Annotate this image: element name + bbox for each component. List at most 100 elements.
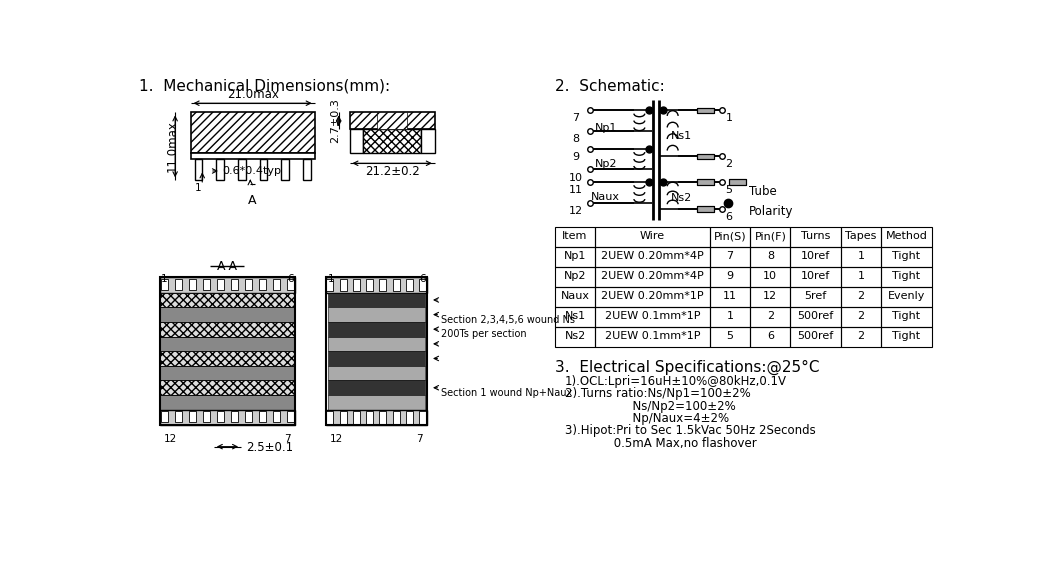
Text: 1.  Mechanical Dimensions(mm):: 1. Mechanical Dimensions(mm): xyxy=(139,79,390,94)
Text: 1: 1 xyxy=(194,183,201,193)
Bar xyxy=(841,287,881,307)
Bar xyxy=(160,395,296,410)
Bar xyxy=(696,206,713,212)
Text: 10ref: 10ref xyxy=(801,251,830,261)
Bar xyxy=(554,287,595,307)
Text: 1: 1 xyxy=(858,271,865,281)
Text: Item: Item xyxy=(563,231,587,241)
Bar xyxy=(595,247,710,267)
Bar xyxy=(392,411,400,424)
Text: 2: 2 xyxy=(858,311,865,321)
Text: Ns1: Ns1 xyxy=(671,131,692,141)
Text: Evenly: Evenly xyxy=(887,291,925,301)
Text: Tight: Tight xyxy=(893,331,920,341)
Text: 6: 6 xyxy=(766,331,774,341)
Bar xyxy=(326,277,427,293)
Text: Polarity: Polarity xyxy=(748,205,793,218)
Bar xyxy=(595,327,710,347)
Bar xyxy=(696,154,713,159)
Bar xyxy=(881,327,932,347)
Bar xyxy=(366,411,373,424)
Text: 10: 10 xyxy=(763,271,777,281)
Bar xyxy=(841,247,881,267)
Bar xyxy=(191,112,315,153)
Bar xyxy=(175,279,182,289)
Text: Ns1: Ns1 xyxy=(565,311,585,321)
Text: 2: 2 xyxy=(858,331,865,341)
Bar xyxy=(750,227,791,247)
Text: Np1: Np1 xyxy=(564,251,586,261)
Text: Section 1 wound Np+Naux: Section 1 wound Np+Naux xyxy=(441,388,572,398)
Text: 1: 1 xyxy=(725,113,732,123)
Bar xyxy=(420,279,426,291)
Text: 12: 12 xyxy=(163,434,177,444)
Bar xyxy=(841,307,881,327)
Text: 8: 8 xyxy=(766,251,774,261)
Text: 500ref: 500ref xyxy=(797,311,834,321)
Text: 2UEW 0.1mm*1P: 2UEW 0.1mm*1P xyxy=(605,331,701,341)
Bar xyxy=(160,307,296,322)
Bar xyxy=(328,395,425,410)
Bar xyxy=(729,180,746,185)
Bar xyxy=(710,287,750,307)
Bar xyxy=(364,129,421,153)
Text: 1: 1 xyxy=(328,274,334,284)
Bar xyxy=(328,366,425,380)
Bar xyxy=(710,307,750,327)
Bar xyxy=(160,380,296,395)
Bar xyxy=(710,227,750,247)
Bar xyxy=(841,267,881,287)
Bar xyxy=(791,327,841,347)
Text: 1: 1 xyxy=(858,251,865,261)
Bar xyxy=(202,279,210,289)
Bar xyxy=(881,287,932,307)
Text: Naux: Naux xyxy=(591,192,620,202)
Text: Section 2,3,4,5,6 wound Ns: Section 2,3,4,5,6 wound Ns xyxy=(441,315,575,324)
Bar xyxy=(259,279,266,289)
Text: Tight: Tight xyxy=(893,311,920,321)
Text: 12: 12 xyxy=(569,206,583,216)
Bar xyxy=(217,411,224,422)
Text: Pin(F): Pin(F) xyxy=(755,231,787,241)
Bar xyxy=(554,307,595,327)
Bar xyxy=(350,112,435,129)
Bar xyxy=(160,322,296,337)
Bar xyxy=(881,247,932,267)
Text: Ns2: Ns2 xyxy=(564,331,586,341)
Bar xyxy=(406,279,413,291)
Text: 2.  Schematic:: 2. Schematic: xyxy=(554,79,665,94)
Text: Method: Method xyxy=(885,231,928,241)
Bar xyxy=(326,410,427,425)
Text: 2: 2 xyxy=(725,159,732,170)
Bar xyxy=(696,154,713,159)
Bar xyxy=(217,279,224,289)
Bar xyxy=(353,279,359,291)
Bar xyxy=(259,411,266,422)
Text: Np2: Np2 xyxy=(595,159,617,169)
Bar xyxy=(696,206,713,212)
Text: 11: 11 xyxy=(569,185,583,195)
Bar xyxy=(328,307,425,322)
Text: Np2: Np2 xyxy=(564,271,586,281)
Bar xyxy=(161,411,167,422)
Bar xyxy=(379,411,386,424)
Bar xyxy=(420,411,426,424)
Bar xyxy=(421,129,435,153)
Bar xyxy=(379,279,386,291)
Text: 200Ts per section: 200Ts per section xyxy=(441,329,527,339)
Text: Ns/Np2=100±2%: Ns/Np2=100±2% xyxy=(565,399,736,412)
Bar xyxy=(696,108,713,113)
Bar xyxy=(353,411,359,424)
Bar xyxy=(710,247,750,267)
Bar xyxy=(161,279,167,289)
Text: 2UEW 0.1mm*1P: 2UEW 0.1mm*1P xyxy=(605,311,701,321)
Bar xyxy=(791,287,841,307)
Bar xyxy=(595,287,710,307)
Bar xyxy=(191,153,315,159)
Text: 0.6*0.4typ: 0.6*0.4typ xyxy=(223,166,281,176)
Bar xyxy=(696,108,713,113)
Bar xyxy=(791,307,841,327)
Text: 2UEW 0.20mm*4P: 2UEW 0.20mm*4P xyxy=(601,251,704,261)
Bar xyxy=(750,267,791,287)
Bar xyxy=(750,247,791,267)
